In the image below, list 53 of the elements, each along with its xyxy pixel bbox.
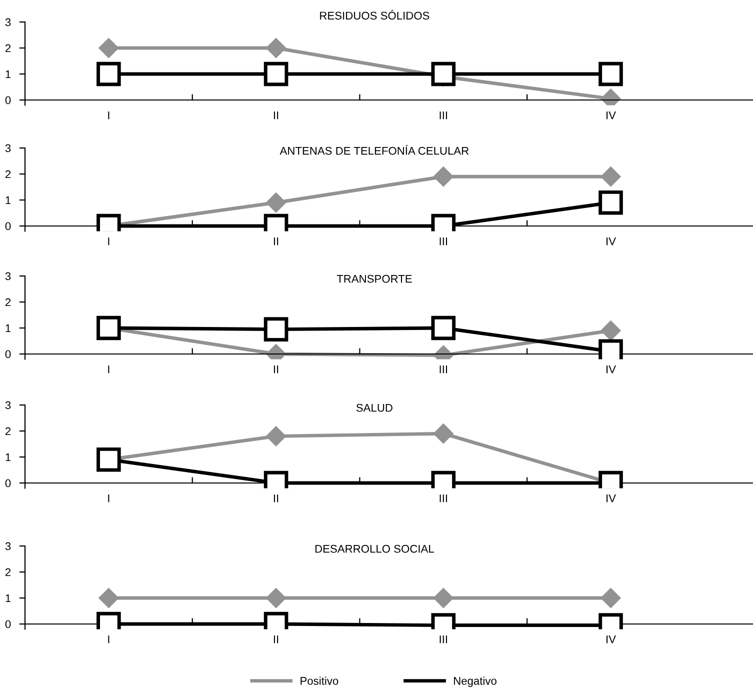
- x-tick-label: II: [274, 112, 278, 120]
- y-tick-label: 0: [5, 96, 11, 104]
- y-tick-label: 2: [5, 170, 11, 178]
- y-tick-label: 2: [5, 44, 11, 52]
- point: [598, 62, 623, 86]
- y-tick-label: 3: [5, 144, 11, 152]
- y-tick-label: 1: [6, 196, 11, 204]
- x-tick-label: IV: [606, 112, 616, 120]
- chart-title: ANTENAS DE TELEFONÍA CELULAR: [280, 145, 469, 155]
- x-tick-label: I: [108, 494, 110, 502]
- y-tick-label: 1: [6, 324, 11, 332]
- x-tick-label: I: [108, 636, 110, 644]
- x-tick-label: IV: [606, 636, 616, 644]
- x-tick-label: II: [274, 494, 278, 502]
- point: [431, 62, 456, 86]
- x-tick-label: I: [108, 366, 110, 374]
- y-tick-label: 0: [5, 222, 11, 230]
- y-tick-label: 2: [5, 427, 11, 436]
- chart-title: RESIDUOS SÓLIDOS: [320, 10, 430, 20]
- x-tick-label: I: [108, 112, 110, 120]
- y-tick-label: 3: [5, 18, 11, 26]
- y-tick-label: 3: [5, 272, 11, 280]
- x-tick-label: II: [274, 238, 278, 246]
- x-tick-label: III: [440, 112, 447, 120]
- x-tick-label: III: [440, 366, 447, 374]
- x-tick-label: IV: [606, 366, 616, 374]
- x-tick-label: III: [440, 494, 447, 502]
- point: [98, 38, 119, 58]
- x-tick-label: IV: [606, 238, 616, 246]
- y-tick-label: 3: [5, 401, 11, 410]
- y-tick-label: 0: [5, 350, 11, 358]
- chart-title: DESARROLLO SOCIAL: [315, 544, 434, 553]
- y-tick-label: 3: [5, 542, 11, 550]
- chart-title: TRANSPORTE: [336, 274, 412, 283]
- point: [266, 38, 286, 58]
- y-tick-label: 1: [6, 70, 11, 78]
- chart-title: SALUD: [356, 404, 392, 412]
- x-tick-label: III: [440, 238, 447, 246]
- x-tick-label: I: [108, 238, 110, 246]
- y-tick-label: 2: [5, 298, 11, 306]
- y-tick-label: 1: [6, 594, 11, 602]
- x-tick-label: II: [274, 636, 278, 644]
- point: [264, 62, 288, 86]
- legend-label: Positivo: [300, 676, 338, 685]
- y-tick-label: 0: [5, 479, 11, 488]
- x-tick-label: IV: [606, 494, 616, 502]
- x-tick-label: II: [274, 366, 278, 374]
- y-tick-label: 0: [5, 620, 11, 628]
- point: [96, 62, 121, 86]
- y-tick-label: 2: [5, 568, 11, 576]
- legend-label: Negativo: [454, 676, 496, 687]
- x-tick-label: III: [440, 636, 447, 644]
- y-tick-label: 1: [6, 453, 11, 462]
